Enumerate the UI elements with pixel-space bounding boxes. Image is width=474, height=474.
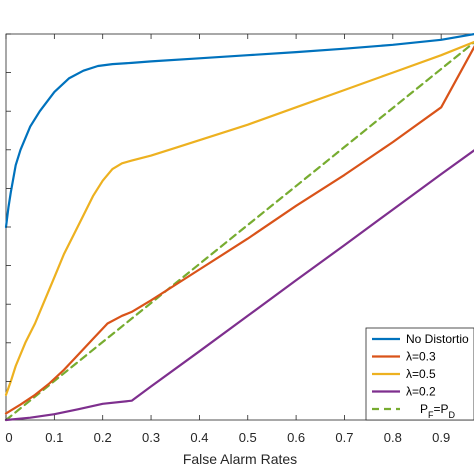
- series-line-no_distortion: [4, 33, 474, 229]
- series-layer: [4, 33, 474, 422]
- x-tick-label: 0.8: [384, 430, 402, 445]
- series-line-lambda_02: [4, 149, 474, 422]
- series-line-pf_pd: [4, 41, 474, 422]
- series-line-lambda_03: [4, 45, 474, 415]
- legend-label-lambda_02: λ=0.2: [406, 385, 436, 399]
- x-tick-label: 0.2: [94, 430, 112, 445]
- legend-label-lambda_03: λ=0.3: [406, 350, 436, 364]
- legend: No Distortio λ=0.3 λ=0.5 λ=0.2 PF=PD: [365, 327, 474, 421]
- x-ticks: 0 0.1 0.2 0.3 0.4 0.5 0.6 0.7 0.8 0.9: [5, 34, 450, 445]
- x-tick-label: 0: [5, 430, 12, 445]
- legend-label-lambda_05: λ=0.5: [406, 367, 436, 381]
- x-tick-label: 0.6: [287, 430, 305, 445]
- x-tick-label: 0.3: [142, 430, 160, 445]
- x-tick-label: 0.5: [239, 430, 257, 445]
- series-line-lambda_05: [4, 40, 474, 396]
- legend-label-no_distortion: No Distortio: [406, 332, 469, 346]
- legend-entries: No Distortio λ=0.3 λ=0.5 λ=0.2 PF=PD: [372, 332, 469, 420]
- legend-label-pf_pd: PF=PD: [420, 402, 456, 420]
- x-tick-label: 0.9: [432, 430, 450, 445]
- x-axis-title: False Alarm Rates: [183, 451, 297, 467]
- x-tick-label: 0.4: [190, 430, 208, 445]
- x-tick-label: 0.1: [45, 430, 63, 445]
- y-ticks: [6, 33, 11, 382]
- x-tick-label: 0.7: [335, 430, 353, 445]
